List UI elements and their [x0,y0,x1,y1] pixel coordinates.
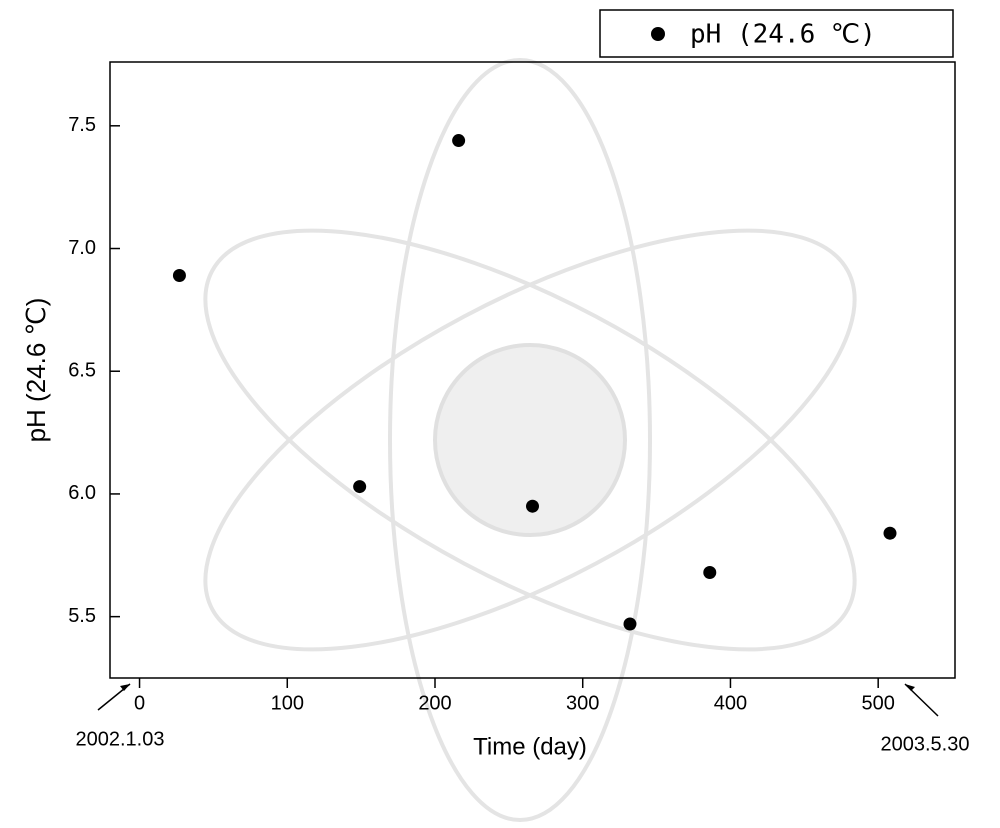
plot-frame [109,61,956,679]
y-tick-label: 5.5 [68,605,96,627]
x-tick-label: 300 [566,692,599,714]
y-axis-title: pH (24.6 ℃) [21,298,51,443]
annotation: 2003.5.30 [881,733,970,755]
legend-label: pH (24.6 ℃) [690,20,876,50]
data-point [172,269,186,283]
y-tick-label: 6.5 [68,360,96,382]
x-tick-label: 200 [418,692,451,714]
annotation: 2002.1.03 [76,728,165,750]
y-tick-label: 7.0 [68,237,96,259]
data-point [623,617,637,631]
data-point [526,499,539,513]
arrowhead [905,684,915,691]
arrowhead [120,684,130,691]
y-tick-label: 6.0 [68,482,96,504]
data-point [452,134,466,148]
x-axis-title: Time (day) [473,733,587,760]
data-point [353,480,367,494]
data-point [703,565,717,579]
x-tick-label: 0 [134,692,145,714]
x-tick-label: 100 [271,692,304,714]
x-tick-label: 500 [861,692,894,714]
watermark [203,58,857,822]
y-tick-label: 7.5 [68,114,96,136]
legend-marker [651,27,665,41]
data-point [883,526,897,540]
x-tick-label: 400 [714,692,747,714]
